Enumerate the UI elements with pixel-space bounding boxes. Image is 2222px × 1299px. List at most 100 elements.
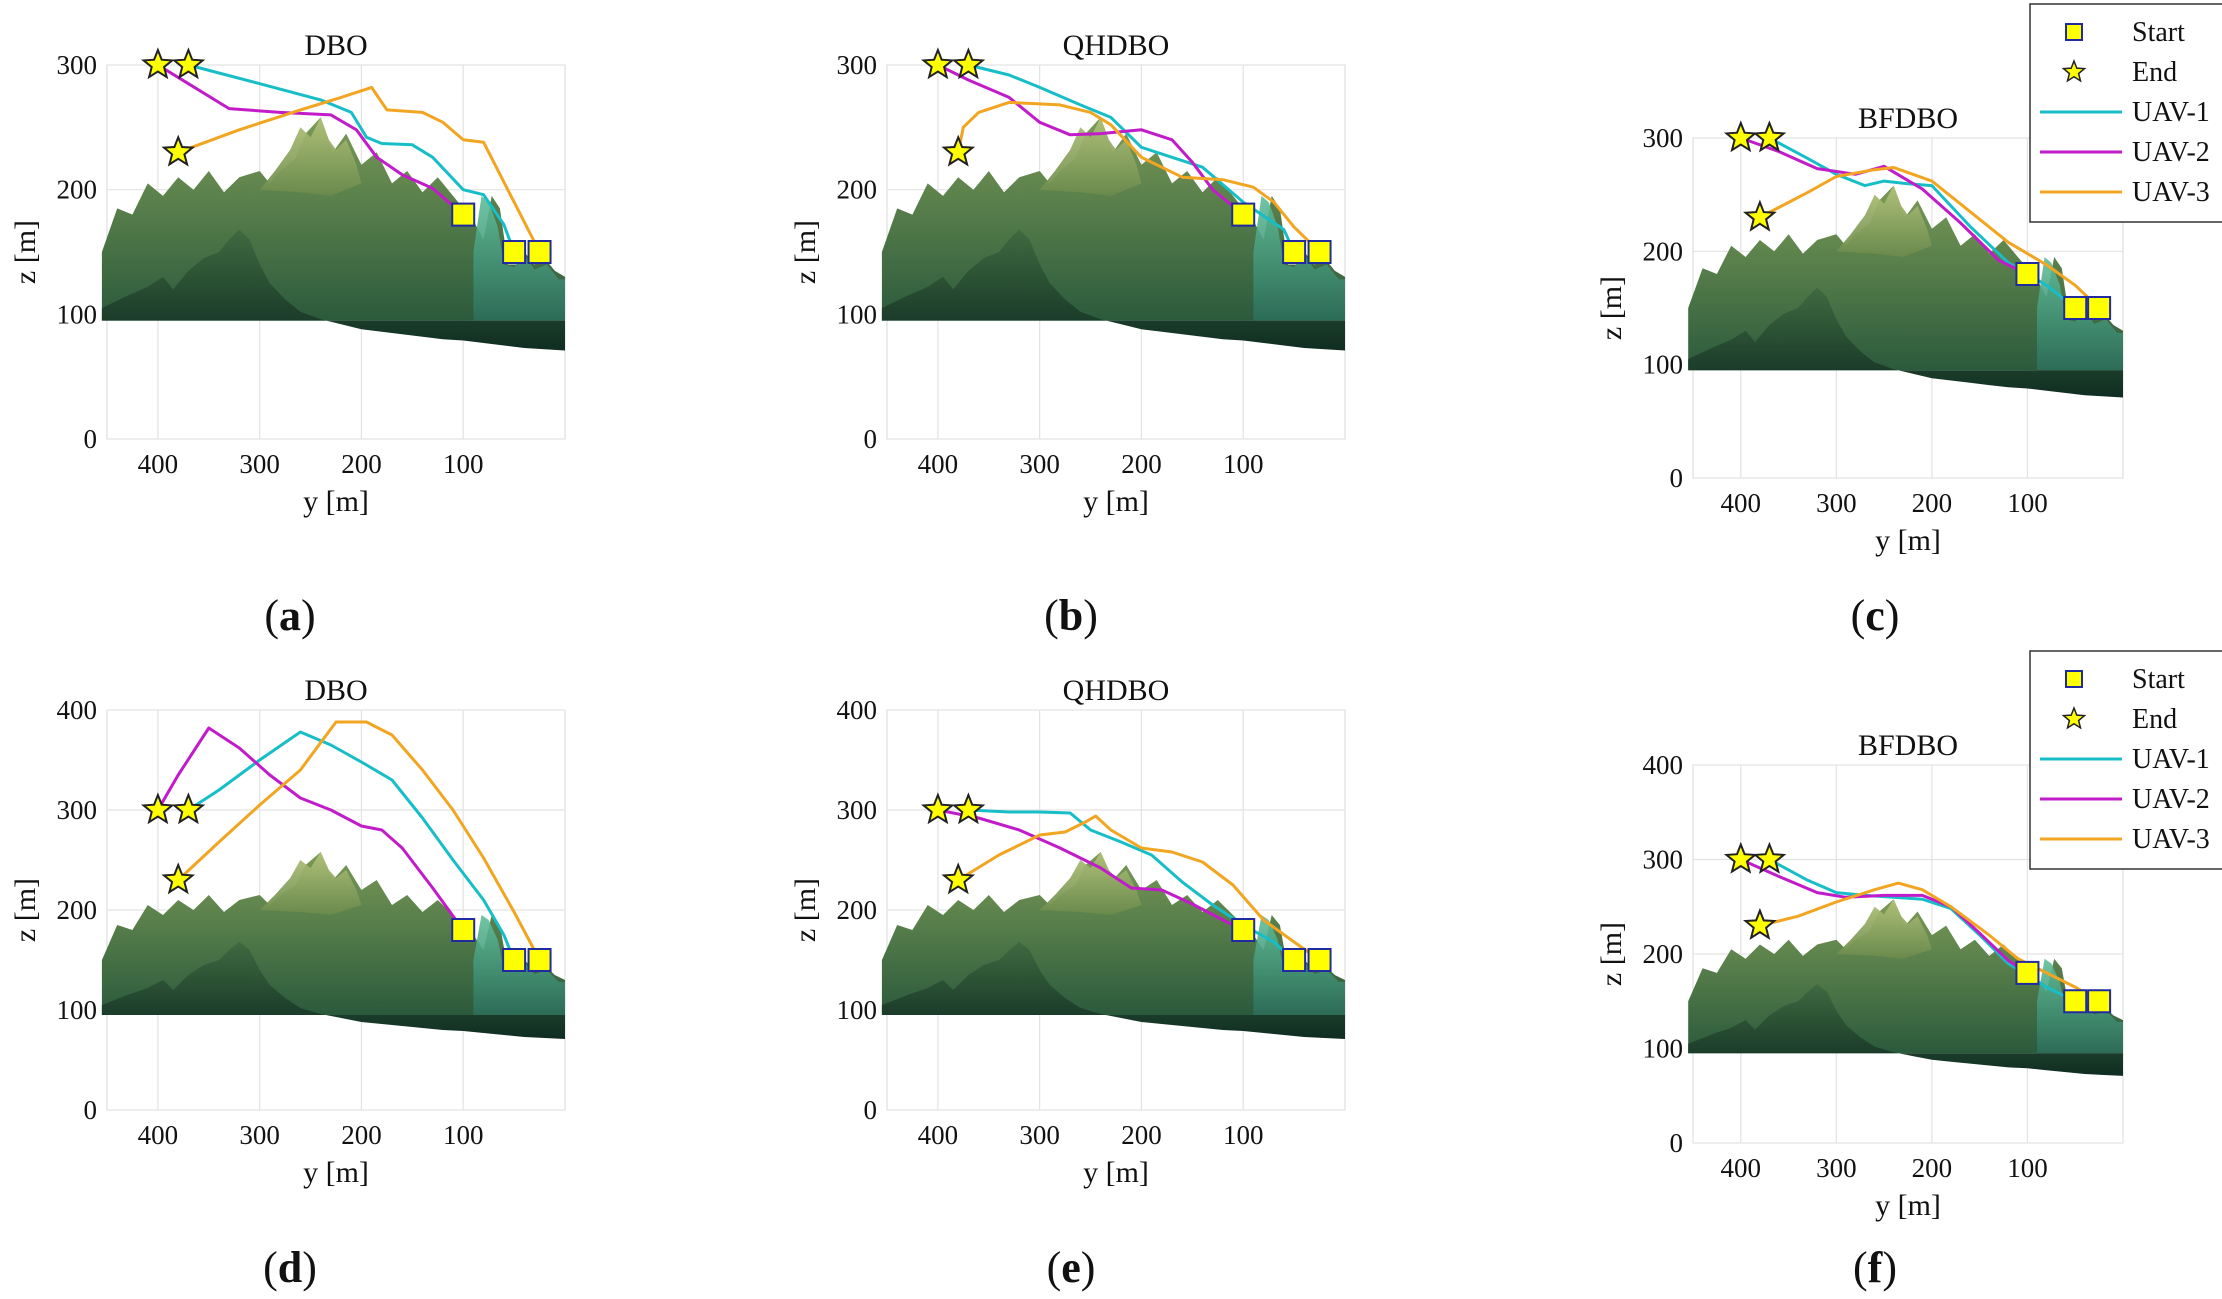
panel-6: 400 300 200 100 0 100 200 300 400 y [m] z [m] BFDBO… bbox=[1595, 650, 2222, 1292]
end-marker bbox=[1752, 841, 1787, 874]
x-axis-label: y [m] bbox=[1083, 485, 1149, 518]
x-tick-label: 100 bbox=[1223, 449, 1264, 479]
panel-caption: (f) bbox=[1853, 1243, 1897, 1292]
start-marker bbox=[2015, 960, 2040, 985]
terrain-foreground bbox=[101, 229, 566, 351]
y-tick-label: 200 bbox=[57, 175, 98, 205]
y-tick-label: 200 bbox=[1643, 236, 1684, 266]
series-line-uav-3 bbox=[1759, 166, 2101, 310]
legend-label: UAV-1 bbox=[2132, 744, 2210, 775]
x-axis-label: y [m] bbox=[303, 485, 369, 518]
start-marker bbox=[1307, 240, 1332, 264]
y-tick-label: 300 bbox=[837, 50, 878, 80]
x-tick-label: 400 bbox=[918, 449, 959, 479]
y-tick-label: 200 bbox=[1643, 939, 1684, 969]
x-tick-label: 300 bbox=[1019, 1120, 1060, 1150]
series-line-uav-3 bbox=[177, 85, 541, 253]
start-marker bbox=[2015, 262, 2040, 286]
y-tick-label: 100 bbox=[1643, 350, 1684, 380]
caption-open: ( bbox=[1853, 1243, 1868, 1292]
series-line-uav-2 bbox=[157, 63, 465, 216]
x-axis-label: y [m] bbox=[1875, 1189, 1941, 1222]
start-marker bbox=[1307, 948, 1332, 972]
caption-letter: a bbox=[279, 591, 301, 640]
legend-label: End bbox=[2132, 704, 2177, 735]
start-marker bbox=[2087, 989, 2112, 1014]
legend-label: UAV-3 bbox=[2132, 177, 2210, 208]
terrain-right-slope bbox=[473, 195, 565, 321]
legend-label: UAV-1 bbox=[2132, 97, 2210, 128]
y-tick-label: 0 bbox=[1670, 1128, 1684, 1158]
x-tick-label: 300 bbox=[239, 1120, 280, 1150]
end-marker bbox=[1742, 907, 1777, 941]
y-axis-label: z [m] bbox=[789, 220, 822, 284]
end-marker bbox=[1752, 120, 1787, 153]
chart-title: QHDBO bbox=[1063, 29, 1170, 62]
y-tick-label: 100 bbox=[57, 299, 98, 329]
panel-5: 400 300 200 100 0 100 200 300 400 y [m] z [m] QHDBO… bbox=[789, 674, 1346, 1292]
caption-close: ) bbox=[302, 1243, 317, 1292]
x-tick-label: 200 bbox=[341, 1120, 382, 1150]
legend: Start End UAV-1 UAV-2 UAV-3 bbox=[2029, 650, 2222, 870]
legend: Start End UAV-1 UAV-2 UAV-3 bbox=[2029, 3, 2222, 223]
y-tick-label: 300 bbox=[1643, 123, 1684, 153]
terrain-right-slope bbox=[1253, 195, 1345, 321]
caption-close: ) bbox=[1083, 591, 1098, 640]
end-marker bbox=[951, 47, 986, 80]
series-line-uav-3 bbox=[957, 814, 1321, 962]
terrain-foreground bbox=[101, 942, 566, 1039]
legend-end-swatch bbox=[2061, 58, 2087, 83]
caption-close: ) bbox=[1882, 1243, 1897, 1292]
x-tick-label: 200 bbox=[1121, 1120, 1162, 1150]
terrain-peak bbox=[1836, 185, 1932, 257]
x-tick-label: 100 bbox=[443, 1120, 484, 1150]
caption-open: ( bbox=[1047, 1243, 1062, 1292]
y-axis-label: z [m] bbox=[9, 220, 42, 284]
legend-label: End bbox=[2132, 57, 2177, 88]
y-tick-label: 100 bbox=[1643, 1034, 1684, 1064]
legend-start-swatch bbox=[2065, 23, 2083, 41]
x-tick-label: 200 bbox=[1912, 1153, 1953, 1183]
chart-title: DBO bbox=[304, 29, 367, 62]
caption-letter: f bbox=[1868, 1243, 1884, 1292]
x-tick-label: 300 bbox=[1019, 449, 1060, 479]
x-tick-label: 200 bbox=[341, 449, 382, 479]
x-tick-label: 400 bbox=[1721, 488, 1762, 518]
legend-label: Start bbox=[2132, 664, 2185, 695]
start-marker bbox=[451, 202, 476, 227]
terrain-peak bbox=[1039, 852, 1142, 915]
terrain-foreground bbox=[1688, 984, 2123, 1076]
x-tick-label: 400 bbox=[138, 1120, 179, 1150]
caption-letter: c bbox=[1865, 591, 1885, 640]
end-marker bbox=[161, 134, 196, 167]
start-marker bbox=[527, 240, 552, 264]
terrain-right-slope bbox=[473, 915, 565, 1015]
series-line-uav-1 bbox=[968, 63, 1296, 253]
start-marker bbox=[502, 240, 527, 264]
y-tick-label: 200 bbox=[837, 895, 878, 925]
y-axis-label: z [m] bbox=[9, 878, 42, 942]
x-tick-label: 100 bbox=[1223, 1120, 1264, 1150]
y-tick-label: 200 bbox=[837, 175, 878, 205]
terrain-foreground bbox=[881, 942, 1345, 1039]
x-tick-label: 200 bbox=[1912, 488, 1953, 518]
end-marker bbox=[941, 862, 976, 895]
series-line-uav-3 bbox=[956, 100, 1321, 254]
x-tick-label: 300 bbox=[239, 449, 280, 479]
chart-title: BFDBO bbox=[1858, 102, 1958, 135]
legend-end-swatch bbox=[2061, 705, 2087, 730]
start-marker bbox=[2063, 989, 2088, 1014]
end-marker bbox=[920, 792, 955, 825]
end-marker bbox=[951, 792, 986, 825]
y-tick-label: 0 bbox=[864, 424, 878, 454]
end-marker bbox=[941, 134, 976, 167]
y-tick-label: 0 bbox=[1670, 463, 1684, 493]
y-tick-label: 100 bbox=[837, 995, 878, 1025]
x-tick-label: 400 bbox=[138, 449, 179, 479]
start-marker bbox=[451, 918, 476, 942]
start-marker bbox=[1282, 240, 1307, 264]
x-tick-label: 100 bbox=[2007, 1153, 2048, 1183]
x-tick-label: 400 bbox=[1721, 1153, 1762, 1183]
x-tick-label: 300 bbox=[1816, 488, 1857, 518]
